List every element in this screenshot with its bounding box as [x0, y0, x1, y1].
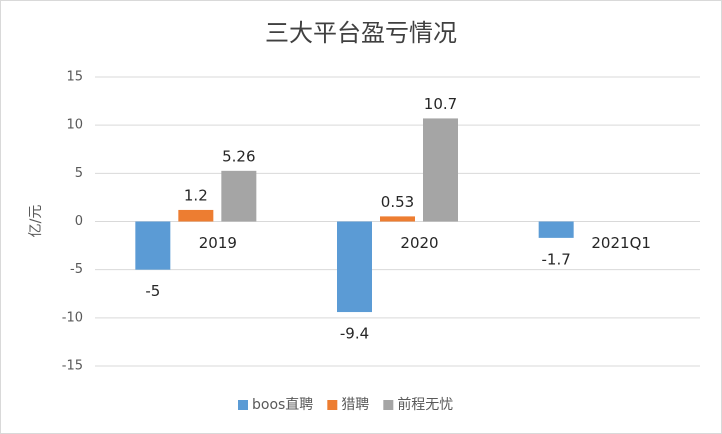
bar	[380, 216, 415, 222]
legend-swatch	[383, 400, 394, 410]
y-tick-label: 5	[75, 166, 83, 181]
bar	[178, 209, 214, 222]
legend-label: 猎聘	[341, 397, 369, 413]
x-tick-label: 2021Q1	[591, 234, 651, 252]
data-label: -9.4	[340, 325, 369, 343]
y-axis-label: 亿/元	[28, 205, 44, 238]
bar	[135, 221, 171, 270]
x-tick-label: 2020	[400, 234, 438, 252]
bar	[423, 118, 458, 222]
chart-title: 三大平台盈亏情况	[265, 19, 457, 47]
y-tick-label: 0	[75, 214, 83, 229]
data-label: 1.2	[184, 186, 208, 204]
bar	[221, 170, 257, 222]
data-label: 5.26	[222, 147, 255, 165]
legend-label: 前程无忧	[397, 396, 453, 413]
bar	[337, 221, 372, 313]
x-tick-label: 2019	[199, 234, 237, 252]
data-label: -1.7	[542, 250, 571, 268]
y-tick-label: 10	[66, 118, 83, 133]
data-label: -5	[145, 282, 160, 300]
bar	[538, 221, 574, 238]
legend-label: boos直聘	[252, 396, 313, 413]
legend-swatch	[327, 400, 338, 410]
y-tick-label: 15	[66, 70, 83, 85]
y-tick-label: -5	[70, 262, 83, 277]
y-tick-label: -15	[62, 359, 83, 374]
data-label: 0.53	[381, 193, 414, 211]
legend-swatch	[238, 400, 248, 410]
y-tick-label: -10	[62, 310, 83, 325]
data-label: 10.7	[424, 95, 457, 113]
